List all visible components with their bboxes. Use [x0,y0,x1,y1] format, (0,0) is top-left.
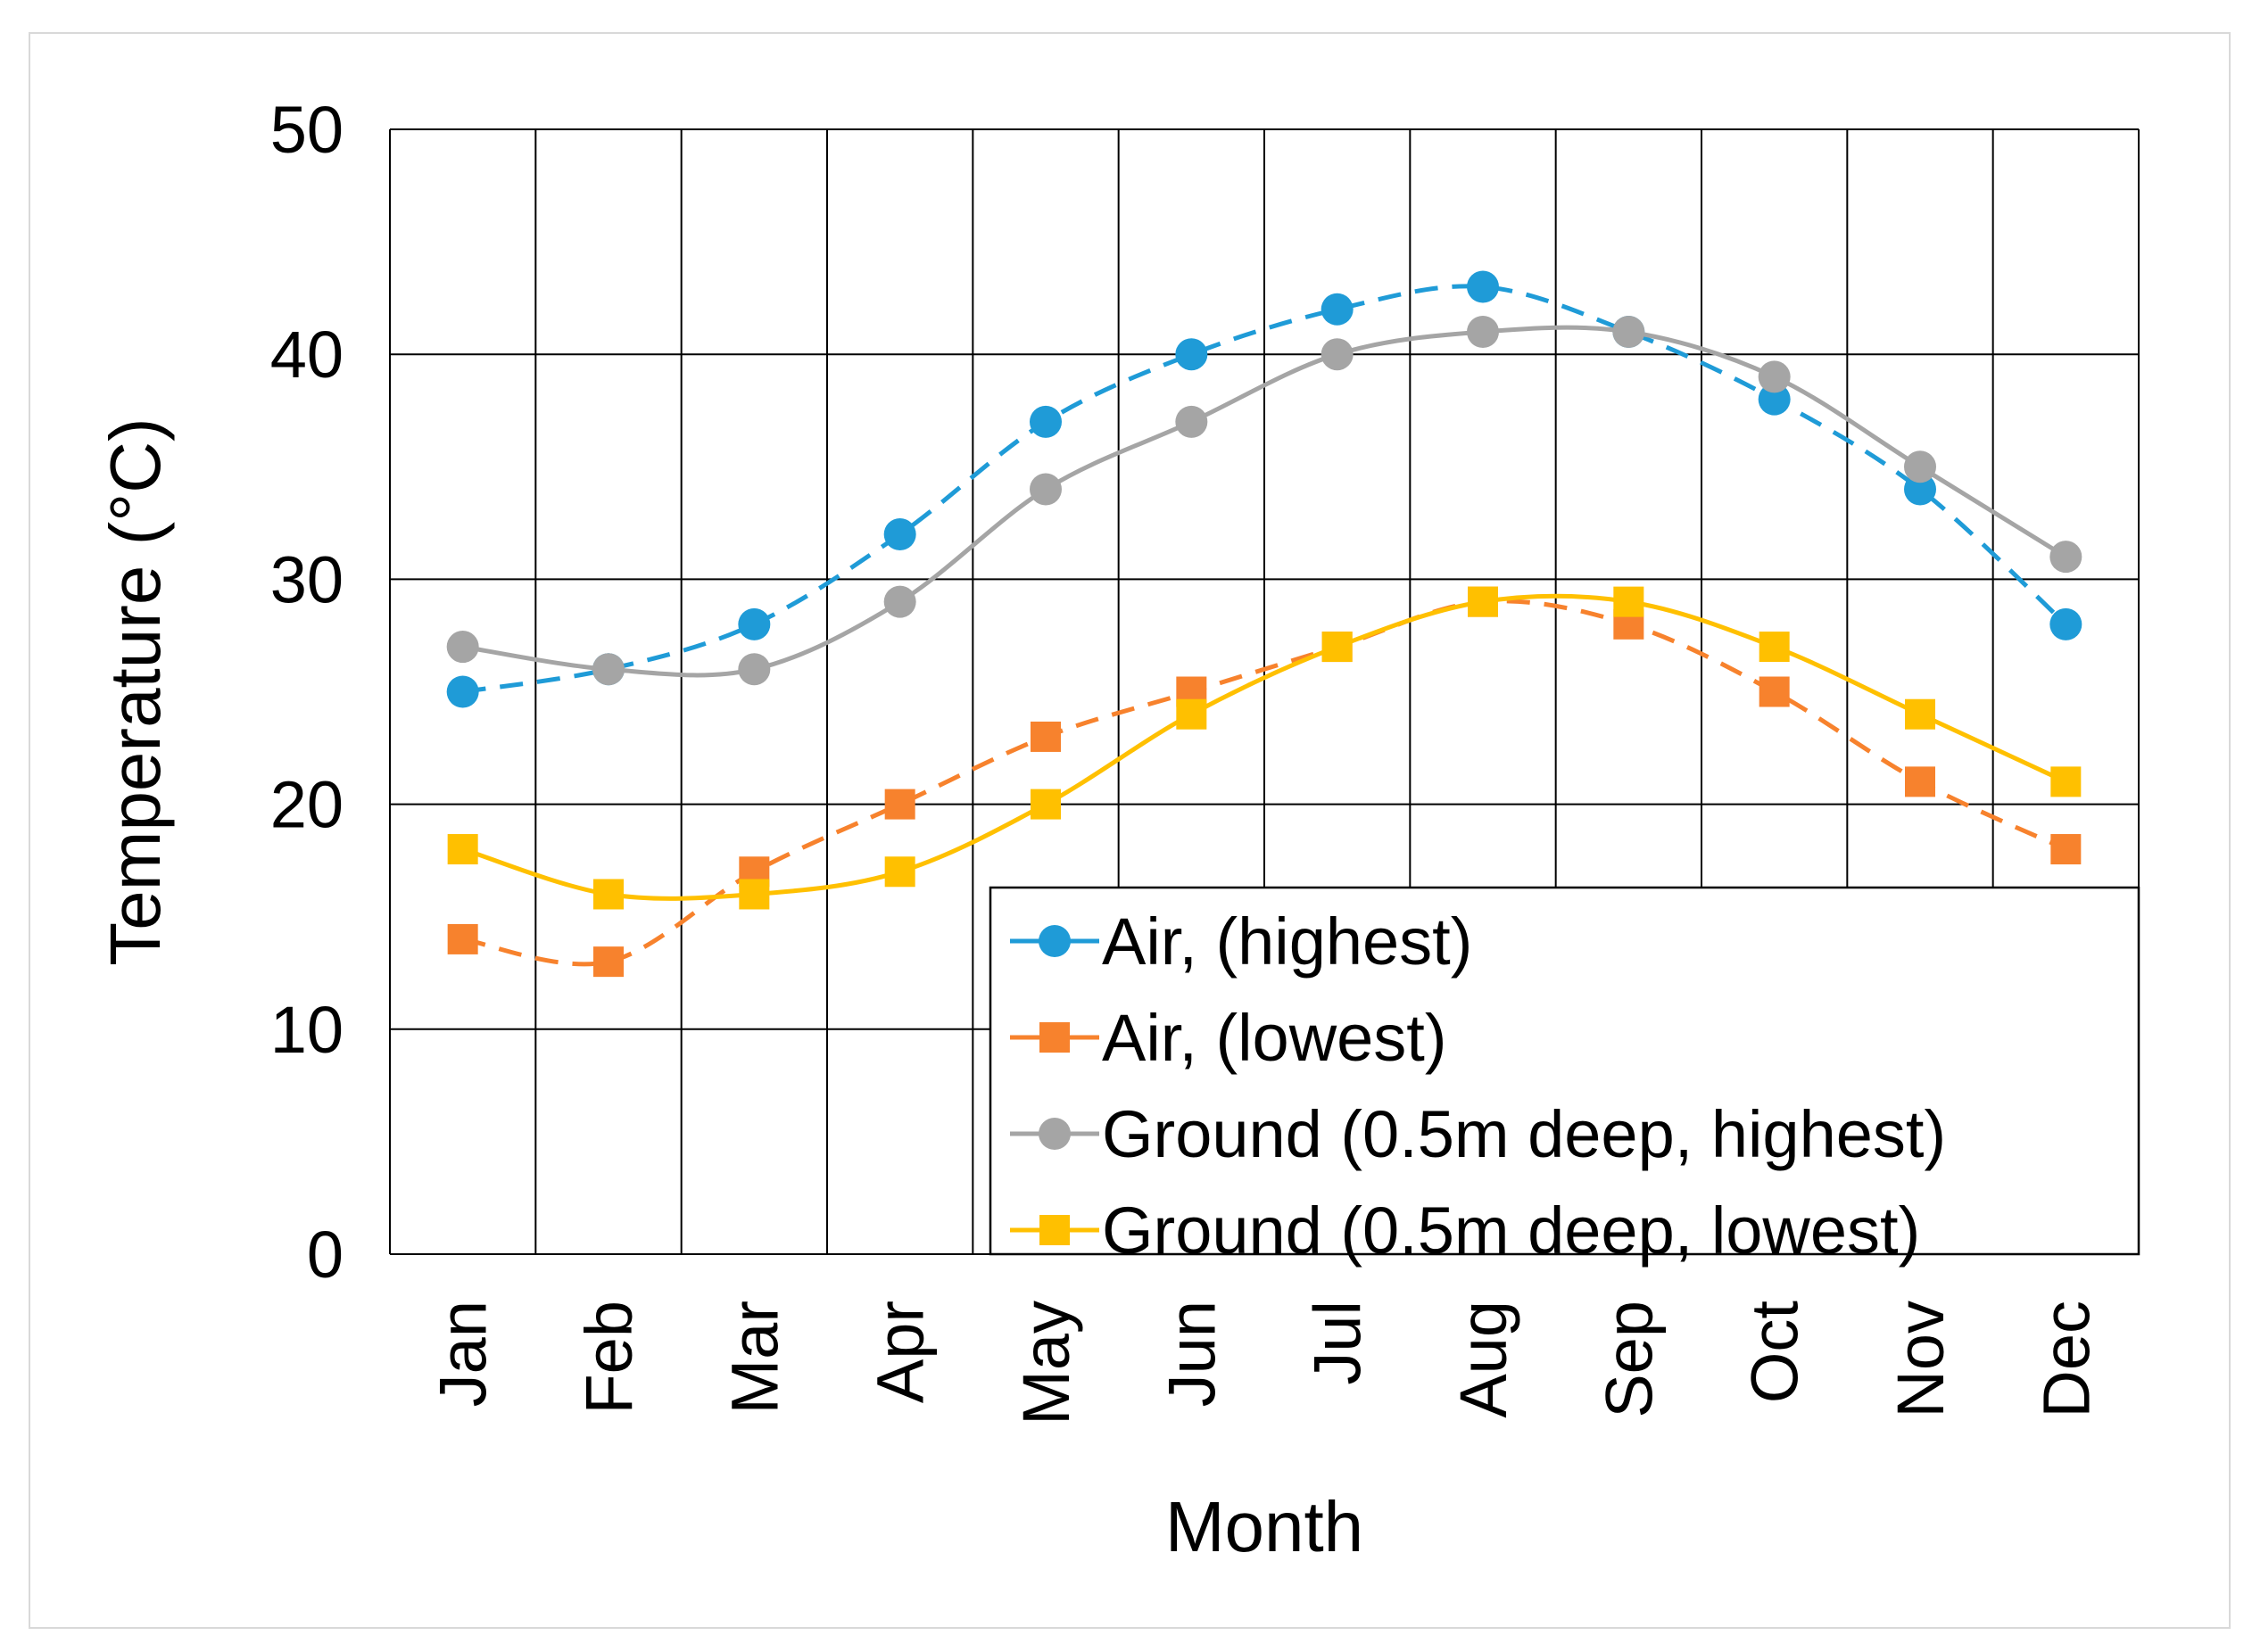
point-ground-0-5m-deep-highest-apr [883,585,916,618]
legend-entry-air-lowest: Air, (lowest) [1010,1001,1447,1075]
legend-marker-air-highest [1039,925,1071,957]
y-axis-ticks: 0 10 20 30 40 50 [270,93,344,1292]
series-layer [446,270,2082,978]
point-ground-0-5m-deep-lowest-aug [1468,586,1498,617]
legend-entry-ground-0-5m-deep-highest: Ground (0.5m deep, highest) [1010,1097,1946,1171]
point-ground-0-5m-deep-lowest-mar [739,879,770,910]
point-air-highest-dec [2049,607,2082,640]
legend-label-ground-0-5m-deep-lowest: Ground (0.5m deep, lowest) [1102,1194,1920,1268]
point-ground-0-5m-deep-highest-dec [2049,541,2082,574]
legend-entry-air-highest: Air, (highest) [1010,904,1472,979]
legend-label-air-highest: Air, (highest) [1102,904,1472,979]
series-ground-0-5m-deep-highest [446,315,2082,686]
point-air-lowest-feb [593,946,624,978]
y-tick-label-20: 20 [270,768,344,842]
y-tick-label-50: 50 [270,93,344,167]
point-air-highest-jul [1321,293,1354,326]
y-tick-label-10: 10 [270,993,344,1067]
point-air-highest-jun [1175,338,1208,371]
point-air-lowest-dec [2050,834,2082,865]
legend-label-ground-0-5m-deep-highest: Ground (0.5m deep, highest) [1102,1097,1946,1171]
x-tick-label-feb: Feb [572,1301,646,1415]
x-tick-label-jan: Jan [426,1301,501,1407]
point-air-highest-jan [446,675,479,708]
legend-entry-ground-0-5m-deep-lowest: Ground (0.5m deep, lowest) [1010,1194,1920,1268]
x-tick-label-mar: Mar [717,1301,791,1414]
point-ground-0-5m-deep-highest-oct [1758,360,1791,393]
point-ground-0-5m-deep-lowest-apr [884,856,915,888]
x-tick-label-jul: Jul [1301,1301,1375,1385]
y-axis-title: Temperature (°C) [95,417,175,965]
point-ground-0-5m-deep-highest-feb [592,653,625,686]
point-air-highest-aug [1467,270,1499,303]
x-tick-label-aug: Aug [1446,1301,1520,1418]
y-tick-label-30: 30 [270,542,344,616]
x-tick-label-sep: Sep [1592,1301,1666,1418]
point-ground-0-5m-deep-highest-may [1030,473,1062,506]
legend-marker-ground-0-5m-deep-lowest [1039,1215,1070,1245]
point-air-lowest-apr [884,789,915,820]
point-air-highest-oct [1758,383,1791,416]
point-ground-0-5m-deep-lowest-nov [1905,698,1935,730]
x-tick-label-may: May [1009,1301,1083,1425]
point-ground-0-5m-deep-lowest-jul [1321,632,1353,663]
x-axis-title: Month [1165,1487,1363,1566]
point-ground-0-5m-deep-lowest-sep [1613,586,1644,617]
point-ground-0-5m-deep-lowest-jun [1176,698,1207,730]
line-chart: 0 10 20 30 40 50 Jan Feb Mar Apr May Jun Jul Aug Sep O… [95,93,2140,1566]
point-air-lowest-jan [447,923,478,954]
point-ground-0-5m-deep-highest-mar [738,653,771,686]
x-tick-label-jun: Jun [1155,1301,1229,1407]
y-tick-label-0: 0 [307,1218,344,1292]
point-ground-0-5m-deep-lowest-may [1031,789,1061,820]
chart-figure: 0 10 20 30 40 50 Jan Feb Mar Apr May Jun Jul Aug Sep O… [29,32,2231,1629]
x-tick-label-oct: Oct [1738,1301,1812,1404]
y-tick-label-40: 40 [270,318,344,392]
point-air-lowest-nov [1905,766,1935,797]
point-ground-0-5m-deep-lowest-oct [1759,632,1790,663]
point-ground-0-5m-deep-lowest-feb [593,879,624,910]
point-ground-0-5m-deep-highest-jun [1175,405,1208,438]
point-air-lowest-may [1031,721,1061,752]
x-axis-ticks: Jan Feb Mar Apr May Jun Jul Aug Sep Oct Nov Dec [426,1301,2104,1425]
point-air-highest-nov [1904,473,1936,506]
point-ground-0-5m-deep-highest-nov [1904,450,1936,483]
point-ground-0-5m-deep-lowest-jan [447,834,478,865]
x-tick-label-dec: Dec [2029,1301,2103,1418]
legend-marker-air-lowest [1039,1022,1070,1053]
series-line-air-lowest [462,599,2067,967]
point-air-highest-may [1030,405,1062,438]
series-ground-0-5m-deep-lowest [447,586,2082,910]
point-ground-0-5m-deep-highest-jan [446,631,479,664]
point-air-highest-mar [738,607,771,640]
point-ground-0-5m-deep-lowest-dec [2050,766,2082,797]
point-air-highest-apr [883,517,916,550]
point-ground-0-5m-deep-highest-sep [1612,315,1645,348]
point-ground-0-5m-deep-highest-jul [1321,338,1354,371]
legend: Air, (highest) Air, (lowest) Ground (0.5m … [989,886,2140,1268]
x-tick-label-apr: Apr [864,1301,938,1403]
series-line-air-highest [462,284,2067,694]
legend-box [989,886,2140,1256]
legend-marker-ground-0-5m-deep-highest [1039,1118,1071,1150]
x-tick-label-nov: Nov [1884,1301,1958,1418]
legend-label-air-lowest: Air, (lowest) [1102,1001,1447,1075]
point-ground-0-5m-deep-highest-aug [1467,315,1499,348]
point-air-lowest-oct [1759,676,1790,707]
